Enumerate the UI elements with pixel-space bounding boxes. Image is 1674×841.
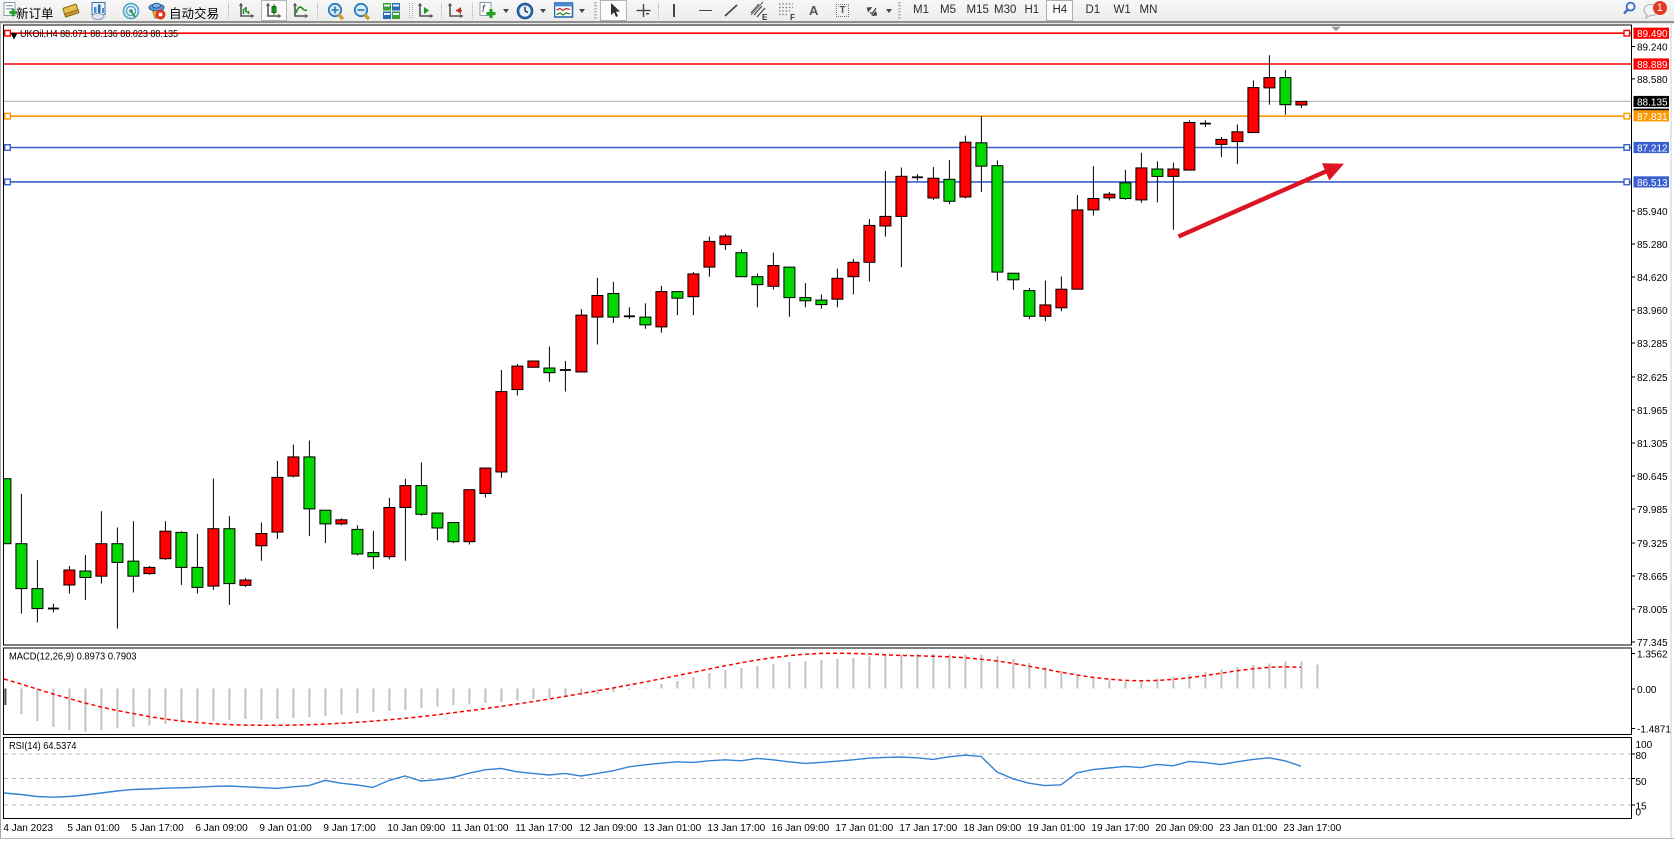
svg-text:89.490: 89.490	[1637, 29, 1668, 40]
svg-text:20 Jan 09:00: 20 Jan 09:00	[1155, 823, 1213, 834]
svg-text:f: f	[482, 4, 486, 15]
svg-text:F: F	[790, 13, 795, 21]
svg-text:23 Jan 01:00: 23 Jan 01:00	[1219, 823, 1277, 834]
svg-text:4 Jan 2023: 4 Jan 2023	[3, 823, 53, 834]
svg-text:19 Jan 01:00: 19 Jan 01:00	[1027, 823, 1085, 834]
svg-text:5 Jan 17:00: 5 Jan 17:00	[131, 823, 184, 834]
svg-text:9 Jan 01:00: 9 Jan 01:00	[259, 823, 312, 834]
svg-text:17 Jan 17:00: 17 Jan 17:00	[899, 823, 957, 834]
svg-text:0.00: 0.00	[1637, 685, 1657, 696]
svg-text:15: 15	[1636, 802, 1648, 813]
svg-text:78.665: 78.665	[1637, 572, 1668, 583]
svg-text:88.135: 88.135	[1637, 98, 1668, 109]
svg-text:0: 0	[1636, 808, 1642, 819]
svg-text:78.005: 78.005	[1637, 605, 1668, 616]
svg-text:19 Jan 17:00: 19 Jan 17:00	[1091, 823, 1149, 834]
svg-text:77.345: 77.345	[1637, 638, 1668, 649]
svg-text:100: 100	[1636, 740, 1653, 751]
svg-text:86.513: 86.513	[1637, 178, 1668, 189]
svg-text:83.960: 83.960	[1637, 306, 1668, 317]
svg-text:87.212: 87.212	[1637, 144, 1668, 155]
svg-text:85.280: 85.280	[1637, 240, 1668, 251]
svg-text:89.240: 89.240	[1637, 43, 1668, 54]
svg-text:85.940: 85.940	[1637, 207, 1668, 218]
svg-text:6 Jan 09:00: 6 Jan 09:00	[195, 823, 248, 834]
svg-text:82.625: 82.625	[1637, 373, 1668, 384]
svg-text:80: 80	[1636, 751, 1648, 762]
svg-text:81.965: 81.965	[1637, 406, 1668, 417]
svg-text:17 Jan 01:00: 17 Jan 01:00	[835, 823, 893, 834]
svg-text:81.305: 81.305	[1637, 439, 1668, 450]
svg-text:11 Jan 17:00: 11 Jan 17:00	[515, 823, 573, 834]
svg-text:13 Jan 17:00: 13 Jan 17:00	[707, 823, 765, 834]
svg-text:84.620: 84.620	[1637, 273, 1668, 284]
svg-text:RSI(14) 64.5374: RSI(14) 64.5374	[9, 741, 77, 752]
svg-text:11 Jan 01:00: 11 Jan 01:00	[451, 823, 509, 834]
svg-text:13 Jan 01:00: 13 Jan 01:00	[643, 823, 701, 834]
svg-text:1.3562: 1.3562	[1637, 650, 1668, 661]
svg-text:9 Jan 17:00: 9 Jan 17:00	[323, 823, 376, 834]
svg-text:18 Jan 09:00: 18 Jan 09:00	[963, 823, 1021, 834]
svg-text:-1.4871: -1.4871	[1637, 725, 1671, 736]
svg-text:88.580: 88.580	[1637, 75, 1668, 86]
svg-text:79.325: 79.325	[1637, 539, 1668, 550]
svg-text:79.985: 79.985	[1637, 505, 1668, 516]
svg-text:MACD(12,26,9) 0.8973 0.7903: MACD(12,26,9) 0.8973 0.7903	[9, 652, 137, 663]
svg-text:80.645: 80.645	[1637, 472, 1668, 483]
svg-text:83.285: 83.285	[1637, 339, 1668, 350]
svg-text:5 Jan 01:00: 5 Jan 01:00	[67, 823, 120, 834]
svg-text:87.831: 87.831	[1637, 112, 1668, 123]
svg-text:16 Jan 09:00: 16 Jan 09:00	[771, 823, 829, 834]
svg-text:23 Jan 17:00: 23 Jan 17:00	[1283, 823, 1341, 834]
svg-text:88.889: 88.889	[1637, 60, 1668, 71]
svg-text:10 Jan 09:00: 10 Jan 09:00	[387, 823, 445, 834]
svg-text:12 Jan 09:00: 12 Jan 09:00	[579, 823, 637, 834]
svg-text:UKOil,H4 88.071 88.136 88.023: UKOil,H4 88.071 88.136 88.023 88.135	[20, 29, 178, 40]
svg-text:50: 50	[1636, 777, 1648, 788]
svg-text:E: E	[762, 13, 768, 21]
